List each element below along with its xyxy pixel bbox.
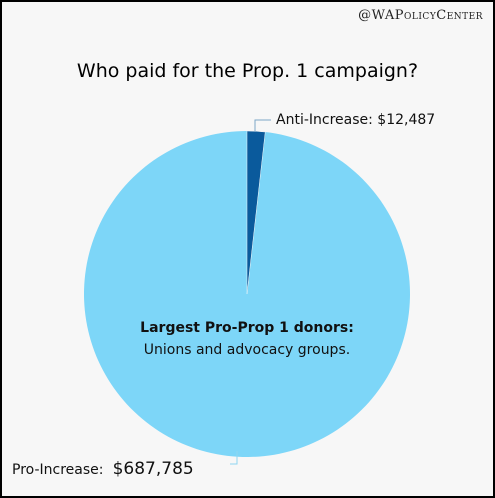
leader-line-pro-increase — [230, 451, 238, 465]
label-pro-increase-value: $687,785 — [113, 459, 194, 479]
label-pro-increase: Pro-Increase: $687,785 — [12, 459, 194, 479]
pie-slice-anti-increase — [246, 130, 266, 295]
label-anti-increase: Anti-Increase: $12,487 — [276, 112, 435, 128]
chart-title: Who paid for the Prop. 1 campaign? — [76, 60, 419, 82]
watermark: @WAPolicyCenter — [358, 8, 483, 23]
label-pro-increase-name: Pro-Increase: — [12, 462, 104, 478]
annotation-line-1: Largest Pro-Prop 1 donors: — [140, 320, 354, 336]
leader-line-anti-increase — [254, 119, 271, 131]
annotation-line-2: Unions and advocacy groups. — [144, 342, 350, 358]
